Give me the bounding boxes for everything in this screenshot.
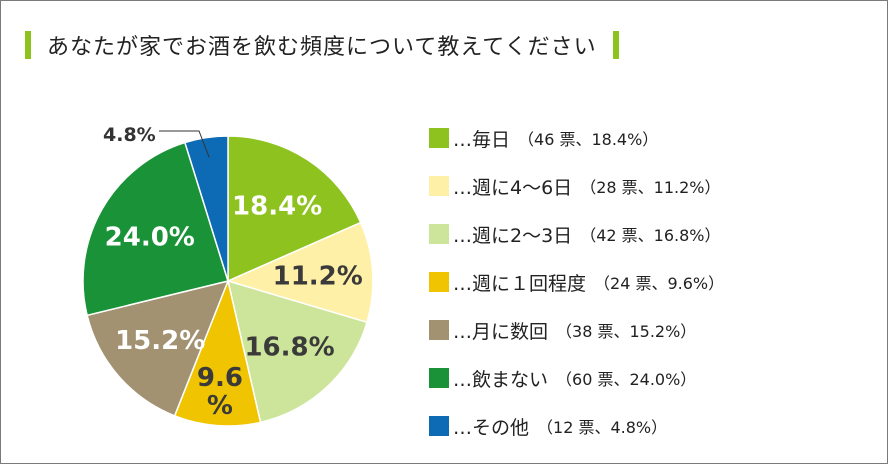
legend-label-2: …週に2～3日 (453, 224, 573, 247)
pie-slice-3 (173, 278, 262, 427)
legend-swatch-3 (429, 272, 449, 292)
legend-swatch-2 (429, 224, 449, 244)
legend-item-2: …週に2～3日 （42 票、16.8%） (429, 210, 724, 258)
title-bar-left (25, 31, 31, 59)
pie-slice-1 (225, 221, 374, 324)
slice-label-1: 11.2% (273, 261, 363, 291)
legend-label-5: …飲まない (453, 368, 549, 391)
legend-count-1: （28 票、11.2%） (580, 178, 721, 197)
pie-slice-0 (227, 135, 362, 283)
legend-label-0: …毎日 (453, 128, 511, 151)
title-row: あなたが家でお酒を飲む頻度について教えてください (25, 29, 619, 61)
slice-label-2: 16.8% (244, 333, 334, 363)
pie-slice-6 (183, 135, 229, 282)
slice-label-0: 18.4% (232, 192, 322, 222)
legend-swatch-5 (429, 368, 449, 388)
legend-item-6: …その他 （12 票、4.8%） (429, 402, 724, 450)
slice-label-5: 24.0% (105, 223, 195, 253)
legend-swatch-1 (429, 176, 449, 196)
pie-slice-2 (226, 279, 368, 424)
legend-swatch-4 (429, 320, 449, 340)
legend-item-5: …飲まない （60 票、24.0%） (429, 354, 724, 402)
legend-item-1: …週に4～6日 （28 票、11.2%） (429, 162, 724, 210)
legend-label-6: …その他 (453, 416, 530, 439)
legend-count-0: （46 票、18.4%） (518, 130, 659, 149)
slice-label-3: 9.6% (197, 363, 243, 421)
slice-label-4: 15.2% (115, 326, 205, 356)
chart-title: あなたが家でお酒を飲む頻度について教えてください (47, 35, 597, 60)
legend-label-3: …週に１回程度 (453, 272, 587, 295)
legend-count-6: （12 票、4.8%） (537, 418, 668, 437)
legend-item-0: …毎日 （46 票、18.4%） (429, 114, 724, 162)
legend-item-3: …週に１回程度 （24 票、9.6%） (429, 258, 724, 306)
legend-swatch-0 (429, 128, 449, 148)
title-bar-right (612, 31, 619, 59)
legend-count-4: （38 票、15.2%） (556, 322, 697, 341)
leader-line (159, 130, 210, 158)
pie-slice-5 (82, 141, 229, 317)
legend-count-5: （60 票、24.0%） (556, 370, 697, 389)
legend-label-4: …月に数回 (453, 320, 549, 343)
legend-swatch-6 (429, 416, 449, 436)
legend-item-4: …月に数回 （38 票、15.2%） (429, 306, 724, 354)
legend-label-1: …週に4～6日 (453, 176, 573, 199)
pie-slice-4 (86, 279, 230, 417)
legend: …毎日 （46 票、18.4%） …週に4～6日 （28 票、11.2%） …週に2～3… (429, 114, 724, 450)
legend-count-2: （42 票、16.8%） (580, 226, 721, 245)
slice-label-6: 4.8% (103, 124, 156, 146)
legend-count-3: （24 票、9.6%） (594, 274, 725, 293)
